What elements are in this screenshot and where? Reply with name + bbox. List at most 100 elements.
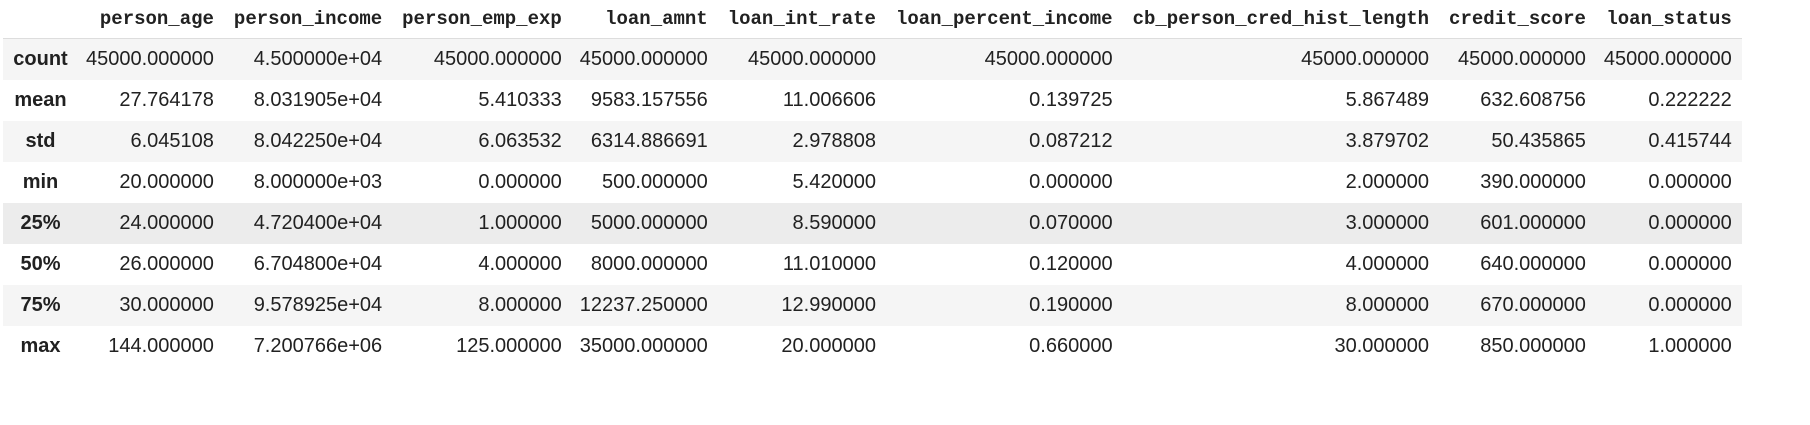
table-cell: 500.000000 <box>602 170 708 193</box>
table-row: std 6.045108 8.042250e+04 6.063532 6314.8866… <box>3 120 1742 162</box>
table-cell: 26.000000 <box>119 252 214 275</box>
table-cell: 8000.000000 <box>590 252 708 275</box>
table-cell: 0.415744 <box>1648 129 1732 152</box>
column-header-person-income: person_income <box>223 0 393 39</box>
table-row: 50% 26.000000 6.704800e+04 4.000000 8000.000… <box>3 243 1742 285</box>
row-index-label: max <box>20 334 61 357</box>
table-cell: 0.190000 <box>1029 293 1113 316</box>
table-cell: 3.000000 <box>1345 211 1430 234</box>
table-cell: 27.764178 <box>119 88 214 111</box>
table-header: person_age person_income person_emp_exp … <box>3 0 1742 39</box>
table-cell: 3.879702 <box>1345 129 1430 152</box>
table-cell: 0.222222 <box>1648 88 1732 111</box>
table-cell: 8.031905e+04 <box>253 88 383 111</box>
table-cell: 11.010000 <box>782 252 876 275</box>
describe-table: person_age person_income person_emp_exp … <box>3 0 1742 367</box>
table-cell: 0.139725 <box>1029 88 1113 111</box>
table-cell: 0.000000 <box>1648 211 1732 234</box>
table-row: 25% 24.000000 4.720400e+04 1.000000 5000.000… <box>3 202 1742 244</box>
table-cell: 5.867489 <box>1345 88 1430 111</box>
table-cell: 850.000000 <box>1480 334 1586 357</box>
column-header-person-age: person_age <box>78 0 224 39</box>
table-cell: 0.000000 <box>1648 293 1732 316</box>
table-cell: 601.000000 <box>1480 211 1586 234</box>
column-header-loan-int-rate: loan_int_rate <box>717 0 886 39</box>
table-row: count 45000.000000 4.500000e+04 45000.00000… <box>3 38 1742 80</box>
table-cell: 7.200766e+06 <box>253 334 383 357</box>
table-cell: 35000.000000 <box>579 334 708 357</box>
table-cell: 0.000000 <box>478 170 562 193</box>
index-header-cell <box>3 0 78 39</box>
table-row: 75% 30.000000 9.578925e+04 8.000000 12237.25… <box>3 284 1742 326</box>
table-body: count 45000.000000 4.500000e+04 45000.00000… <box>3 38 1742 367</box>
table-cell: 0.000000 <box>1648 252 1732 275</box>
column-header-loan-percent-income: loan_percent_income <box>885 0 1123 39</box>
table-cell: 45000.000000 <box>748 47 876 70</box>
table-cell: 390.000000 <box>1480 170 1586 193</box>
table-cell: 4.720400e+04 <box>253 211 383 234</box>
table-cell: 0.000000 <box>1029 170 1113 193</box>
table-row: mean 27.764178 8.031905e+04 5.410333 9583.15… <box>3 79 1742 121</box>
table-cell: 4.000000 <box>1345 252 1430 275</box>
row-index-label: 75% <box>20 293 61 316</box>
table-cell: 2.978808 <box>792 129 876 152</box>
column-header-loan-status: loan_status <box>1595 0 1742 39</box>
table-cell: 6.063532 <box>478 129 562 152</box>
table-cell: 45000.000000 <box>1603 47 1732 70</box>
table-cell: 45000.000000 <box>984 47 1113 70</box>
table-cell: 4.500000e+04 <box>253 47 383 70</box>
table-cell: 0.087212 <box>1029 129 1113 152</box>
table-cell: 640.000000 <box>1480 252 1586 275</box>
row-index-label: min <box>22 170 59 193</box>
table-cell: 20.000000 <box>781 334 876 357</box>
table-cell: 5.410333 <box>478 88 562 111</box>
table-cell: 12.990000 <box>781 293 876 316</box>
row-index-label: mean <box>14 88 67 111</box>
table-cell: 4.000000 <box>478 252 562 275</box>
table-cell: 8.042250e+04 <box>253 129 383 152</box>
table-cell: 8.590000 <box>792 211 876 234</box>
table-cell: 45000.000000 <box>579 47 708 70</box>
table-row: min 20.000000 8.000000e+03 0.000000 500.0000… <box>3 161 1742 203</box>
table-cell: 12237.250000 <box>579 293 708 316</box>
header-row: person_age person_income person_emp_exp … <box>3 0 1742 39</box>
row-index-label: std <box>25 129 56 152</box>
table-cell: 45000.000000 <box>433 47 562 70</box>
column-header-loan-amnt: loan_amnt <box>571 0 718 39</box>
table-cell: 45000.000000 <box>1301 47 1430 70</box>
table-cell: 30.000000 <box>119 293 214 316</box>
table-cell: 632.608756 <box>1480 88 1586 111</box>
table-cell: 24.000000 <box>119 211 214 234</box>
table-cell: 6314.886691 <box>590 129 708 152</box>
table-cell: 50.435865 <box>1491 129 1586 152</box>
table-cell: 8.000000 <box>478 293 562 316</box>
table-cell: 5000.000000 <box>590 211 708 234</box>
column-header-person-emp-exp: person_emp_exp <box>392 0 572 39</box>
table-cell: 9583.157556 <box>590 88 708 111</box>
table-cell: 0.000000 <box>1648 170 1732 193</box>
table-cell: 5.420000 <box>792 170 876 193</box>
table-cell: 8.000000 <box>1345 293 1430 316</box>
table-cell: 8.000000e+03 <box>253 170 383 193</box>
table-cell: 45000.000000 <box>1457 47 1586 70</box>
table-cell: 144.000000 <box>108 334 214 357</box>
table-cell: 45000.000000 <box>86 47 214 70</box>
row-index-label: count <box>13 47 68 70</box>
table-cell: 0.070000 <box>1029 211 1113 234</box>
table-cell: 2.000000 <box>1345 170 1430 193</box>
table-cell: 11.006606 <box>782 88 876 111</box>
table-cell: 1.000000 <box>478 211 562 234</box>
table-cell: 0.120000 <box>1029 252 1113 275</box>
table-cell: 6.045108 <box>130 129 214 152</box>
column-header-cb-person-cred-hist-length: cb_person_cred_hist_length <box>1122 0 1440 39</box>
table-cell: 30.000000 <box>1334 334 1430 357</box>
table-cell: 9.578925e+04 <box>253 293 383 316</box>
table-cell: 125.000000 <box>456 334 562 357</box>
dataframe-output: person_age person_income person_emp_exp … <box>3 0 1742 367</box>
table-cell: 0.660000 <box>1029 334 1113 357</box>
table-cell: 670.000000 <box>1480 293 1586 316</box>
row-index-label: 50% <box>20 252 61 275</box>
row-index-label: 25% <box>20 211 61 234</box>
table-cell: 1.000000 <box>1648 334 1732 357</box>
table-cell: 20.000000 <box>119 170 214 193</box>
